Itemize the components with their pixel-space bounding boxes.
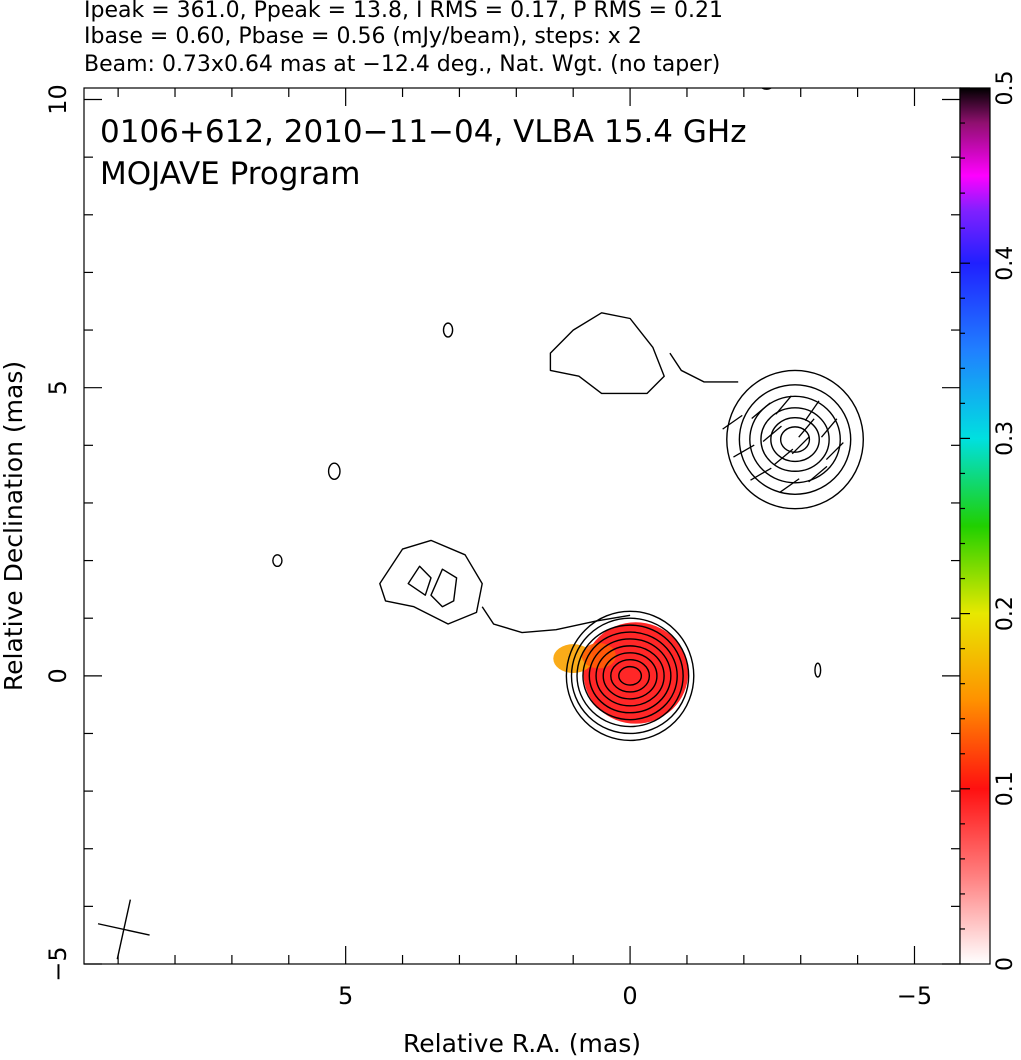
knot-contour-5 [779,426,811,453]
core-contour-6 [602,652,658,700]
contour-island-4 [814,662,822,678]
y-tick-label: 5 [44,380,72,395]
core-contour-2 [576,624,684,728]
core-contour-8 [618,665,643,686]
evpa-tick-1 [751,402,771,419]
evpa-tick-8 [750,467,772,481]
core-contour-3 [582,631,678,721]
colorbar-tick-label: 0.5 [993,71,1018,106]
evpa-tick-12 [774,448,794,466]
knot-contour-2 [749,395,841,484]
evpa-tick-13 [798,418,815,438]
core-contour-4 [588,638,672,714]
colorbar-tick-label: 0.3 [993,421,1018,456]
y-axis-ticks: −5 0 5 10 [44,84,960,982]
evpa-tick-0 [722,414,743,430]
evpa-tick-7 [779,478,800,494]
x-tick-label: −5 [897,982,932,1010]
contour-island-2 [442,322,454,338]
colorbar-ticks: 0 0.1 0.2 0.3 0.4 0.5 [960,71,1018,971]
colorbar-tick-label: 0 [993,957,1018,971]
core-contour-1 [570,617,690,735]
header-line-1: Ipeak = 361.0, Ppeak = 13.8, I RMS = 0.1… [84,0,723,23]
colorbar-tick-label: 0.2 [993,596,1018,631]
x-axis-ticks: 5 0 −5 [117,88,932,1010]
core-contour-0 [565,610,695,742]
y-tick-label: −5 [44,946,72,981]
header-line-3: Beam: 0.73x0.64 mas at −12.4 deg., Nat. … [84,52,720,77]
jet-tail-0 [481,606,631,634]
inset-subtitle: MOJAVE Program [100,156,360,192]
contour-island-3 [760,88,773,90]
evpa-tick-9 [733,444,755,458]
inset-title: 0106+612, 2010−11−04, VLBA 15.4 GHz [100,114,746,150]
knot-contour-0 [726,369,864,510]
evpa-tick-11 [791,436,810,455]
core-contour-5 [595,645,665,707]
lower-blob-inner-a [407,565,432,596]
jet-tail-1 [669,352,739,383]
x-tick-label: 5 [338,982,353,1010]
polarization-patch-2 [581,642,616,669]
evpa-tick-4 [820,418,838,438]
evpa-tick-2 [775,395,792,415]
y-tick-label: 0 [44,668,72,683]
beam-minor-axis [97,923,150,936]
plot-frame [83,87,961,965]
header-line-2: Ibase = 0.60, Pbase = 0.56 (mJy/beam), s… [84,24,642,49]
lower-jet-blob [379,539,483,625]
upper-jet-blob [549,312,665,395]
evpa-tick-3 [804,400,820,421]
x-tick-label: 0 [622,982,637,1010]
contour-island-0 [327,462,341,481]
knot-contour-1 [738,384,852,496]
colorbar-tick-label: 0.1 [993,771,1018,806]
evpa-tick-6 [808,465,828,483]
colorbar [959,87,991,965]
knot-contour-3 [760,407,830,472]
y-axis-label: Relative Declination (mas) [0,361,28,691]
lower-blob-inner-b [430,568,458,608]
evpa-tick-10 [762,425,782,443]
plot-area [97,88,864,960]
x-axis-label: Relative R.A. (mas) [403,1029,641,1058]
header: Ipeak = 361.0, Ppeak = 13.8, I RMS = 0.1… [84,0,723,77]
knot-contour-4 [770,416,820,463]
core-contour-7 [610,659,651,693]
colorbar-tick-label: 0.4 [993,246,1018,281]
evpa-tick-5 [825,442,844,461]
y-tick-label: 10 [44,84,72,115]
contour-island-1 [272,554,283,568]
